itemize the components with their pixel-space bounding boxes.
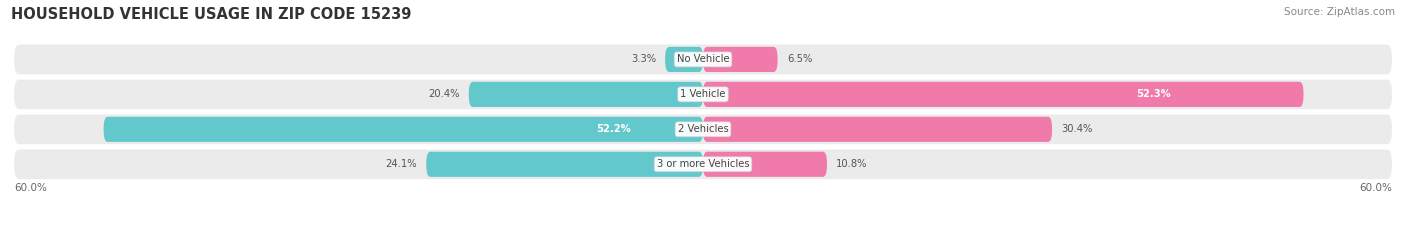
Text: 10.8%: 10.8%: [837, 159, 868, 169]
Text: HOUSEHOLD VEHICLE USAGE IN ZIP CODE 15239: HOUSEHOLD VEHICLE USAGE IN ZIP CODE 1523…: [11, 7, 412, 22]
Text: 6.5%: 6.5%: [787, 55, 813, 64]
Text: 3 or more Vehicles: 3 or more Vehicles: [657, 159, 749, 169]
Text: 60.0%: 60.0%: [1360, 184, 1392, 193]
FancyBboxPatch shape: [468, 82, 703, 107]
Text: 60.0%: 60.0%: [14, 184, 46, 193]
Text: 52.3%: 52.3%: [1136, 89, 1171, 99]
Text: No Vehicle: No Vehicle: [676, 55, 730, 64]
FancyBboxPatch shape: [703, 82, 1303, 107]
FancyBboxPatch shape: [426, 152, 703, 177]
Text: 52.2%: 52.2%: [596, 124, 630, 134]
Legend: Owner-occupied, Renter-occupied: Owner-occupied, Renter-occupied: [591, 230, 815, 233]
FancyBboxPatch shape: [14, 114, 1392, 144]
FancyBboxPatch shape: [104, 117, 703, 142]
Text: 30.4%: 30.4%: [1062, 124, 1092, 134]
FancyBboxPatch shape: [14, 149, 1392, 179]
Text: 3.3%: 3.3%: [631, 55, 657, 64]
FancyBboxPatch shape: [14, 45, 1392, 74]
Text: 20.4%: 20.4%: [427, 89, 460, 99]
FancyBboxPatch shape: [665, 47, 703, 72]
FancyBboxPatch shape: [703, 152, 827, 177]
Text: 2 Vehicles: 2 Vehicles: [678, 124, 728, 134]
Text: 24.1%: 24.1%: [385, 159, 418, 169]
FancyBboxPatch shape: [703, 117, 1052, 142]
FancyBboxPatch shape: [14, 79, 1392, 109]
Text: 1 Vehicle: 1 Vehicle: [681, 89, 725, 99]
Text: Source: ZipAtlas.com: Source: ZipAtlas.com: [1284, 7, 1395, 17]
FancyBboxPatch shape: [703, 47, 778, 72]
